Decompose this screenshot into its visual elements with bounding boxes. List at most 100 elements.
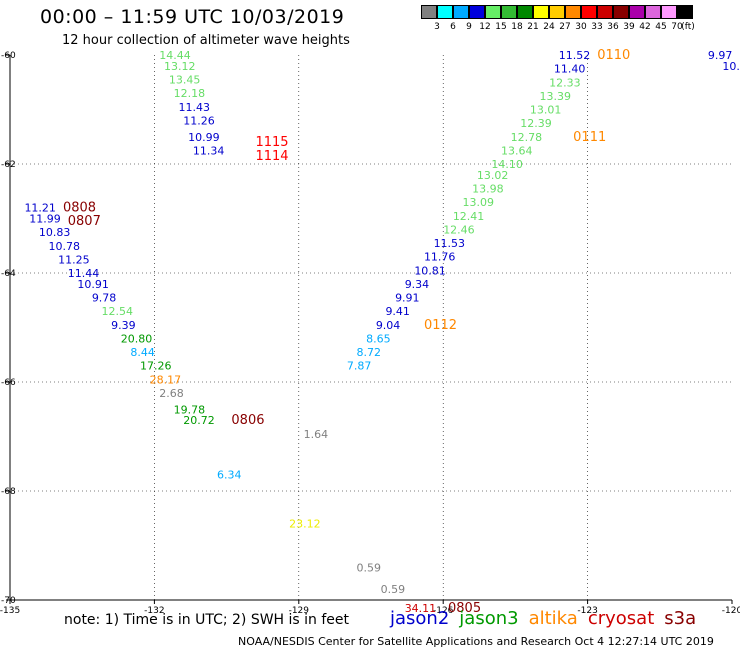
satellite-label-altika: altika <box>528 608 578 629</box>
color-legend <box>421 5 693 19</box>
wave-height-label: 12.39 <box>520 117 552 130</box>
wave-height-label: 14.10 <box>491 158 523 171</box>
wave-height-label: 13.12 <box>164 60 196 73</box>
footer-credit: NOAA/NESDIS Center for Satellite Applica… <box>238 635 714 648</box>
pass-time-label: 1114 <box>255 149 288 164</box>
wave-height-label: 28.17 <box>150 373 182 386</box>
legend-label: 27 <box>559 22 571 32</box>
y-tick-label: -68 <box>1 487 16 497</box>
legend-swatch <box>533 5 549 19</box>
wave-height-label: 12.41 <box>453 210 485 223</box>
satellite-label-jason3: jason3 <box>459 608 519 629</box>
x-tick-label: -132 <box>144 606 164 616</box>
pass-time-label: 0805 <box>448 601 481 616</box>
wave-height-label: 6.34 <box>217 469 242 482</box>
wave-height-label: 17.26 <box>140 360 172 373</box>
y-tick-label: -66 <box>1 378 16 388</box>
wave-height-label: 20.80 <box>121 332 153 345</box>
y-tick-label: -60 <box>1 51 16 61</box>
legend-label: 70 <box>671 22 683 32</box>
satellite-label-s3a: s3a <box>664 608 697 629</box>
legend-label: 9 <box>466 22 472 32</box>
legend-swatch <box>645 5 661 19</box>
legend-swatch <box>517 5 533 19</box>
wave-height-label: 9.34 <box>405 278 430 291</box>
wave-height-label: 13.98 <box>472 183 504 196</box>
x-tick-label: -120 <box>722 606 740 616</box>
legend-label: 12 <box>479 22 491 32</box>
wave-height-label: 11.53 <box>434 237 466 250</box>
wave-height-label: 12.33 <box>549 76 581 89</box>
footer-note: note: 1) Time is in UTC; 2) SWH is in fe… <box>64 612 350 628</box>
x-tick-label: -129 <box>289 606 310 616</box>
wave-height-label: 13.64 <box>501 144 532 157</box>
wave-height-label: 8.65 <box>366 332 391 345</box>
legend-label: (ft) <box>681 22 695 32</box>
wave-height-label: 7.87 <box>347 360 372 373</box>
wave-height-label: 13.09 <box>462 196 494 209</box>
legend-swatch <box>661 5 677 19</box>
wave-height-label: 10.81 <box>414 264 446 277</box>
wave-height-label: 11.34 <box>193 144 225 157</box>
wave-height-label: 11.25 <box>58 253 89 266</box>
wave-height-label: 9.41 <box>385 305 410 318</box>
legend-label: 45 <box>655 22 667 32</box>
wave-height-label: 12.46 <box>443 223 475 236</box>
wave-height-label: 13.01 <box>530 104 562 117</box>
legend-label: 36 <box>607 22 619 32</box>
wave-height-label: 12.78 <box>511 131 543 144</box>
wave-height-label: 13.39 <box>539 90 571 103</box>
pass-time-label: 0111 <box>573 130 606 145</box>
y-tick-label: -64 <box>1 269 16 279</box>
legend-swatch <box>549 5 565 19</box>
wave-height-label: 11.21 <box>24 202 56 215</box>
legend-label: 18 <box>511 22 523 32</box>
wave-height-label: 8.72 <box>357 346 382 359</box>
wave-height-label: 11.76 <box>424 251 456 264</box>
legend-label: 42 <box>639 22 651 32</box>
x-tick-label: -123 <box>577 606 597 616</box>
legend-label: 39 <box>623 22 635 32</box>
wave-height-label: 9.78 <box>92 292 117 305</box>
wave-height-label: 11.52 <box>559 49 591 62</box>
wave-height-label: 0.59 <box>381 583 406 596</box>
wave-height-label: 2.68 <box>159 387 184 400</box>
wave-height-label: 8.44 <box>130 346 155 359</box>
legend-swatch <box>469 5 485 19</box>
wave-height-label: 10.99 <box>188 131 220 144</box>
x-tick-label: -126 <box>433 606 454 616</box>
satellite-label-jason2: jason2 <box>390 608 450 629</box>
y-tick-label: -70 <box>1 596 16 606</box>
wave-height-label: 1.64 <box>304 428 329 441</box>
pass-time-label: 0807 <box>68 214 101 229</box>
legend-label: 6 <box>450 22 456 32</box>
legend-swatch <box>485 5 501 19</box>
legend-label: 21 <box>527 22 539 32</box>
wave-height-label: 34.11 <box>405 602 437 615</box>
legend-swatch <box>629 5 645 19</box>
wave-height-label: 10.83 <box>39 226 71 239</box>
legend-label: 15 <box>495 22 507 32</box>
wave-height-label: 9.97 <box>708 49 733 62</box>
page-subtitle: 12 hour collection of altimeter wave hei… <box>62 33 350 48</box>
y-tick-label: -62 <box>1 160 16 170</box>
wave-height-label: 11.44 <box>68 267 100 280</box>
wave-height-label: 10.39 <box>722 60 740 73</box>
legend-swatch <box>501 5 517 19</box>
wave-height-label: 19.78 <box>174 403 206 416</box>
wave-height-label: 11.26 <box>183 114 215 127</box>
wave-height-label: 14.44 <box>159 49 191 62</box>
wave-height-label: 23.12 <box>289 518 321 531</box>
legend-swatch <box>677 5 693 19</box>
pass-time-label: 0110 <box>597 48 630 63</box>
wave-height-label: 13.45 <box>169 74 201 87</box>
legend-label: 3 <box>434 22 440 32</box>
legend-swatch <box>453 5 469 19</box>
legend-label: 33 <box>591 22 603 32</box>
wave-height-label: 10.78 <box>49 240 81 253</box>
legend-label: 30 <box>575 22 587 32</box>
legend-swatch <box>613 5 629 19</box>
wave-height-label: 13.02 <box>477 169 509 182</box>
wave-height-label: 10.91 <box>77 278 109 291</box>
